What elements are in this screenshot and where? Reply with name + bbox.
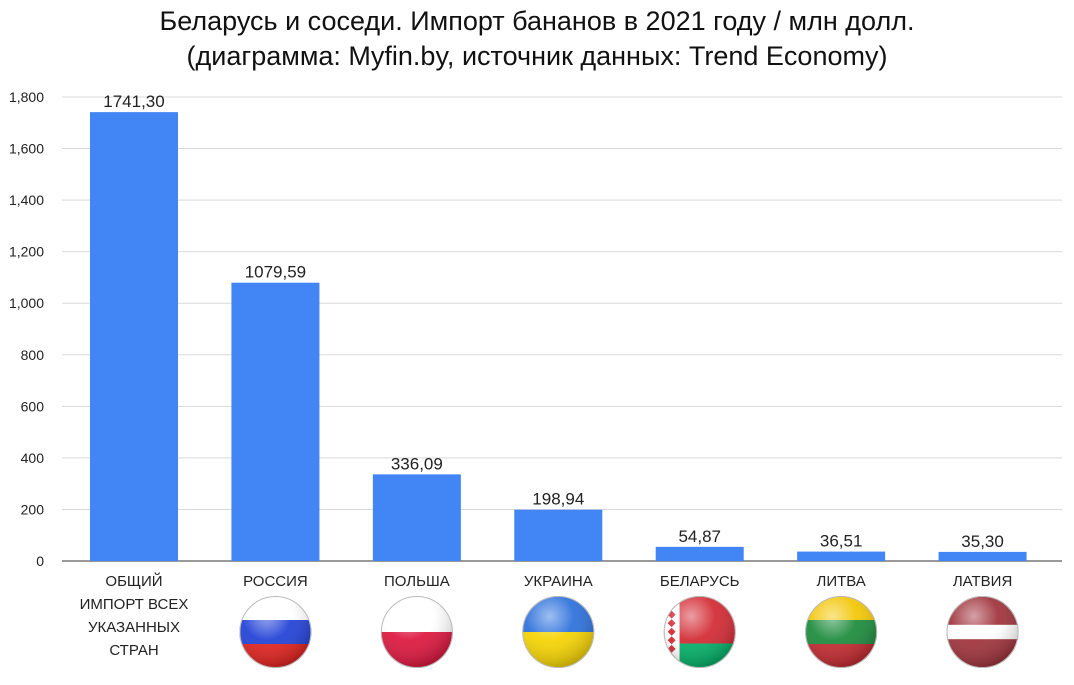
- x-tick-label: СТРАН: [109, 642, 158, 659]
- y-tick-label: 1,600: [9, 141, 44, 157]
- bar: [372, 474, 461, 561]
- y-tick-label: 600: [21, 398, 45, 414]
- value-labels: 1741,30 1079,59 336,09 198,94 54,87 36,51 35,3…: [103, 92, 1004, 551]
- x-tick-label: ЛАТВИЯ: [953, 573, 1012, 590]
- y-tick-label: 1,800: [9, 89, 44, 105]
- russia-flag: [239, 596, 312, 668]
- y-tick-label: 1,000: [9, 295, 44, 311]
- y-axis: 0 200 400 600 800 1,000 1,200 1,400 1,600 1,800: [9, 89, 44, 569]
- bars: [90, 112, 1027, 561]
- x-tick-label: РОССИЯ: [243, 573, 308, 590]
- x-tick-label: БЕЛАРУСЬ: [660, 573, 740, 590]
- x-tick-label: УКРАИНА: [524, 573, 593, 590]
- poland-flag: [380, 596, 453, 668]
- x-axis-labels: ОБЩИЙ ИМПОРТ ВСЕХ УКАЗАННЫХ СТРАН РОССИЯ ПОЛЬ…: [80, 572, 1013, 659]
- data-label: 1079,59: [245, 263, 306, 282]
- data-label: 36,51: [820, 532, 863, 551]
- bar: [231, 282, 320, 561]
- y-tick-label: 1,400: [9, 192, 44, 208]
- ukraine-flag: [522, 596, 595, 668]
- y-tick-label: 800: [21, 347, 45, 363]
- x-tick-label: ОБЩИЙ: [105, 572, 162, 590]
- data-label: 35,30: [961, 532, 1004, 551]
- chart-title: Беларусь и соседи. Импорт бананов в 2021…: [159, 6, 915, 36]
- data-label: 54,87: [678, 527, 721, 546]
- belarus-flag: [663, 596, 736, 668]
- x-tick-label: УКАЗАННЫХ: [88, 619, 180, 636]
- y-tick-label: 1,200: [9, 244, 44, 260]
- data-label: 1741,30: [103, 92, 164, 111]
- grid-lines: [62, 96, 1062, 562]
- lithuania-flag: [805, 596, 878, 668]
- flags: [239, 596, 1019, 668]
- bar: [938, 551, 1027, 561]
- bar: [797, 551, 886, 561]
- y-tick-label: 0: [36, 553, 44, 569]
- x-tick-label: ПОЛЬША: [384, 573, 450, 590]
- bar: [514, 509, 603, 561]
- x-tick-label: ИМПОРТ ВСЕХ: [80, 596, 189, 613]
- y-tick-label: 200: [21, 501, 45, 517]
- data-label: 198,94: [532, 490, 584, 509]
- x-tick-label: ЛИТВА: [816, 573, 865, 590]
- bar: [90, 112, 178, 561]
- chart-subtitle: (диаграмма: Myfin.by, источник данных: T…: [186, 41, 888, 71]
- latvia-flag: [946, 596, 1019, 668]
- data-label: 336,09: [391, 454, 443, 473]
- bar: [655, 546, 744, 561]
- y-tick-label: 400: [21, 450, 45, 466]
